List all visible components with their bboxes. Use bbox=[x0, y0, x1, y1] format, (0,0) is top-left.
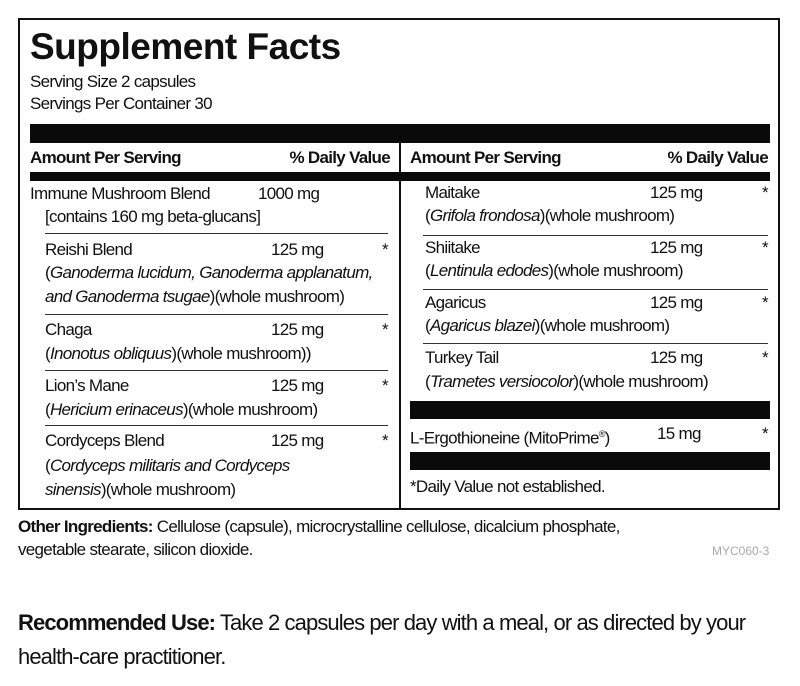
header-dv-right: % Daily Value bbox=[667, 148, 768, 167]
registered-mark: ® bbox=[598, 429, 606, 439]
latin-name: and Ganoderma tsugae bbox=[45, 287, 210, 306]
latin-name: Lentinula edodes bbox=[429, 261, 549, 280]
other-ingredients-line2: vegetable stearate, silicon dioxide. bbox=[18, 540, 253, 559]
ingredient-dv: * bbox=[382, 240, 389, 259]
row-divider bbox=[45, 314, 388, 315]
recommended-use-label: Recommended Use: bbox=[18, 610, 216, 635]
ingredient-note: [contains 160 mg beta-glucans] bbox=[45, 207, 261, 226]
ingredient-latin: sinensis)(whole mushroom) bbox=[45, 480, 236, 499]
ingredient-name: Shiitake bbox=[425, 238, 481, 257]
ingredient-latin: (Inonotus obliquus)(whole mushroom)) bbox=[45, 344, 312, 363]
latin-name: Hericium erinaceus bbox=[49, 400, 184, 419]
row-divider bbox=[45, 233, 388, 234]
row-divider bbox=[45, 370, 388, 371]
thick-divider bbox=[410, 401, 770, 419]
ingredient-dv: * bbox=[382, 320, 389, 339]
ingredient-name: Reishi Blend bbox=[45, 240, 133, 259]
ingredient-latin: (Trametes versiocolor)(whole mushroom) bbox=[425, 372, 709, 391]
ingredient-dv: * bbox=[762, 424, 769, 443]
ingredient-name: Agaricus bbox=[425, 293, 486, 312]
serving-size: Serving Size 2 capsules bbox=[30, 72, 196, 91]
suffix: (whole mushroom) bbox=[544, 206, 675, 225]
ingredient-latin: (Lentinula edodes)(whole mushroom) bbox=[425, 261, 684, 280]
ingredient-dv: * bbox=[382, 376, 389, 395]
ingredient-dv: * bbox=[382, 431, 389, 450]
ingredient-name: Immune Mushroom Blend bbox=[30, 184, 211, 203]
ingredient-latin: (Hericium erinaceus)(whole mushroom) bbox=[45, 400, 318, 419]
ergo-close: ) bbox=[604, 428, 611, 448]
page-title: Supplement Facts bbox=[30, 26, 341, 67]
thick-divider bbox=[30, 172, 770, 181]
latin-name: Inonotus obliquus bbox=[49, 344, 172, 363]
other-ingredients-text: Cellulose (capsule), microcrystalline ce… bbox=[152, 517, 621, 536]
row-divider bbox=[423, 235, 768, 236]
latin-name: Cordyceps militaris and Cordyceps bbox=[49, 456, 290, 475]
ingredient-amount: 125 mg bbox=[271, 240, 324, 259]
other-ingredients-label: Other Ingredients: bbox=[18, 517, 153, 536]
ergo-name: L-Ergothioneine (MitoPrime bbox=[410, 428, 599, 448]
ingredient-latin: (Grifola frondosa)(whole mushroom) bbox=[425, 206, 675, 225]
column-divider bbox=[399, 143, 401, 510]
ingredient-latin: (Cordyceps militaris and Cordyceps bbox=[45, 456, 290, 475]
ingredient-dv: * bbox=[762, 293, 769, 312]
ingredient-name: Turkey Tail bbox=[425, 348, 499, 367]
ingredient-amount: 125 mg bbox=[271, 320, 324, 339]
ingredient-name: Maitake bbox=[425, 183, 480, 202]
other-ingredients: Other Ingredients: Cellulose (capsule), … bbox=[18, 517, 620, 537]
ingredient-name: Chaga bbox=[45, 320, 92, 339]
product-code: MYC060-3 bbox=[712, 544, 770, 558]
suffix: (whole mushroom) bbox=[214, 287, 345, 306]
ingredient-latin: and Ganoderma tsugae)(whole mushroom) bbox=[45, 287, 345, 306]
ingredient-name: Lion’s Mane bbox=[45, 376, 129, 395]
header-amount-right: Amount Per Serving bbox=[410, 148, 562, 167]
row-divider bbox=[423, 289, 768, 290]
recommended-use-line2: health-care practitioner. bbox=[18, 644, 226, 669]
ingredient-dv: * bbox=[762, 183, 769, 202]
ingredient-name: Cordyceps Blend bbox=[45, 431, 165, 450]
ingredient-amount: 1000 mg bbox=[258, 184, 320, 203]
ingredient-dv: * bbox=[762, 348, 769, 367]
recommended-use: Recommended Use: Take 2 capsules per day… bbox=[18, 609, 746, 637]
ingredient-amount: 125 mg bbox=[271, 376, 324, 395]
recommended-use-text: Take 2 capsules per day with a meal, or … bbox=[215, 610, 746, 635]
ingredient-amount: 125 mg bbox=[650, 348, 703, 367]
thick-divider bbox=[410, 452, 770, 470]
header-amount-left: Amount Per Serving bbox=[30, 148, 182, 167]
suffix: (whole mushroom)) bbox=[176, 344, 311, 363]
suffix: (whole mushroom) bbox=[553, 261, 683, 280]
row-divider bbox=[423, 343, 768, 344]
ingredient-amount: 125 mg bbox=[650, 238, 703, 257]
suffix: (whole mushroom) bbox=[105, 480, 236, 499]
ingredient-amount: 125 mg bbox=[650, 293, 703, 312]
thick-divider bbox=[30, 124, 770, 143]
row-divider bbox=[45, 425, 388, 426]
latin-name: Ganoderma lucidum, Ganoderma applanatum, bbox=[49, 263, 373, 282]
ingredient-latin: (Agaricus blazei)(whole mushroom) bbox=[425, 316, 670, 335]
latin-name: Grifola frondosa bbox=[429, 206, 540, 225]
ingredient-amount: 15 mg bbox=[657, 424, 701, 443]
latin-name: Trametes versiocolor bbox=[429, 372, 574, 391]
footnote: *Daily Value not established. bbox=[410, 477, 606, 496]
ingredient-name: L-Ergothioneine (MitoPrime®) bbox=[410, 424, 610, 449]
latin-name: Agaricus blazei bbox=[429, 316, 535, 335]
suffix: (whole mushroom) bbox=[187, 400, 318, 419]
ingredient-dv: * bbox=[762, 238, 769, 257]
latin-name: sinensis bbox=[45, 480, 102, 499]
ingredient-amount: 125 mg bbox=[271, 431, 324, 450]
ingredient-amount: 125 mg bbox=[650, 183, 703, 202]
servings-per-container: Servings Per Container 30 bbox=[30, 94, 213, 113]
suffix: (whole mushroom) bbox=[539, 316, 670, 335]
ingredient-latin: (Ganoderma lucidum, Ganoderma applanatum… bbox=[45, 263, 373, 282]
header-dv-left: % Daily Value bbox=[289, 148, 390, 167]
suffix: (whole mushroom) bbox=[578, 372, 708, 391]
